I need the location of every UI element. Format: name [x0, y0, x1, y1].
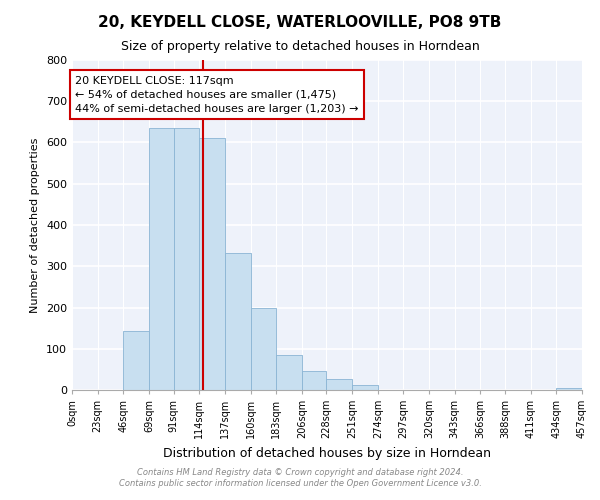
X-axis label: Distribution of detached houses by size in Horndean: Distribution of detached houses by size … [163, 446, 491, 460]
Y-axis label: Number of detached properties: Number of detached properties [31, 138, 40, 312]
Bar [302, 371, 326, 390]
Bar [149, 128, 173, 390]
Bar [251, 308, 276, 390]
Text: 20, KEYDELL CLOSE, WATERLOOVILLE, PO8 9TB: 20, KEYDELL CLOSE, WATERLOOVILLE, PO8 9T… [98, 15, 502, 30]
Text: Contains HM Land Registry data © Crown copyright and database right 2024.
Contai: Contains HM Land Registry data © Crown c… [119, 468, 481, 487]
Bar [124, 331, 149, 390]
Text: Size of property relative to detached houses in Horndean: Size of property relative to detached ho… [121, 40, 479, 53]
Bar [225, 252, 251, 390]
Bar [276, 356, 302, 390]
Text: 20 KEYDELL CLOSE: 117sqm
← 54% of detached houses are smaller (1,475)
44% of sem: 20 KEYDELL CLOSE: 117sqm ← 54% of detach… [76, 76, 359, 114]
Bar [556, 388, 582, 390]
Bar [352, 385, 378, 390]
Bar [326, 379, 352, 390]
Bar [199, 138, 225, 390]
Bar [173, 128, 199, 390]
